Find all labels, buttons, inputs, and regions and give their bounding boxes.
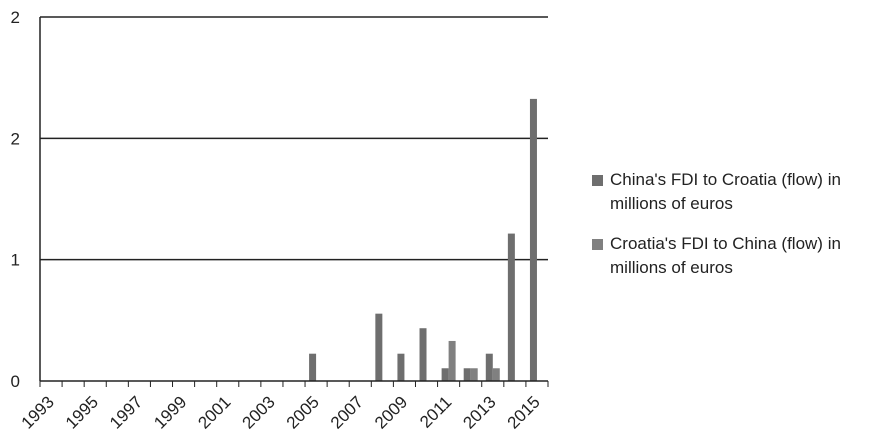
bar-china-to-croatia-2012 (463, 368, 471, 381)
x-tick-label: 2013 (459, 392, 499, 432)
x-tick-label: 2009 (371, 392, 411, 432)
axes (39, 17, 549, 387)
legend-label-croatia-to-china: Croatia's FDI to China (flow) in million… (610, 234, 841, 277)
x-tick-labels: 1993 1995 1997 1999 2001 2003 2005 2007 2009 2011… (18, 392, 544, 432)
y-tick-label: 1 (11, 251, 20, 270)
x-tick-label: 2011 (416, 392, 455, 431)
bar-croatia-to-china-2013 (492, 368, 500, 381)
x-tick-label: 2003 (239, 392, 279, 432)
y-tick-label: 0 (11, 372, 20, 391)
x-tick-label: 2001 (194, 392, 234, 432)
y-tick-label: 2 (11, 129, 20, 148)
bar-china-to-croatia-2005 (309, 353, 317, 381)
legend-label-china-to-croatia: China's FDI to Croatia (flow) in million… (610, 170, 841, 213)
bar-china-to-croatia-2010 (419, 328, 427, 381)
legend-item-croatia-to-china: Croatia's FDI to China (flow) in million… (592, 232, 882, 280)
bar-china-to-croatia-2014 (507, 233, 515, 381)
bar-china-to-croatia-2009 (397, 353, 405, 381)
bar-croatia-to-china-2012 (470, 368, 478, 381)
x-tick-label: 2005 (283, 392, 323, 432)
x-tick-label: 1999 (150, 392, 190, 432)
bars (309, 98, 537, 382)
legend-item-china-to-croatia: China's FDI to Croatia (flow) in million… (592, 168, 882, 216)
x-tick-label: 2015 (504, 392, 544, 432)
x-tick-label: 1995 (62, 392, 102, 432)
x-tick-label: 1997 (106, 392, 146, 432)
legend-swatch-china-to-croatia (592, 175, 603, 186)
gridlines (40, 16, 548, 261)
legend: China's FDI to Croatia (flow) in million… (592, 168, 882, 296)
bar-croatia-to-china-2011 (448, 340, 456, 381)
bar-china-to-croatia-2008 (375, 313, 383, 381)
x-tick-label: 2007 (327, 392, 367, 432)
bar-china-to-croatia-2011 (441, 368, 449, 381)
x-tick-label: 1993 (18, 392, 58, 432)
y-tick-labels: 0 1 2 2 (11, 8, 20, 391)
bar-china-to-croatia-2015 (529, 98, 537, 382)
bar-china-to-croatia-2013 (485, 353, 493, 381)
legend-swatch-croatia-to-china (592, 239, 603, 250)
y-tick-label: 2 (11, 8, 20, 27)
